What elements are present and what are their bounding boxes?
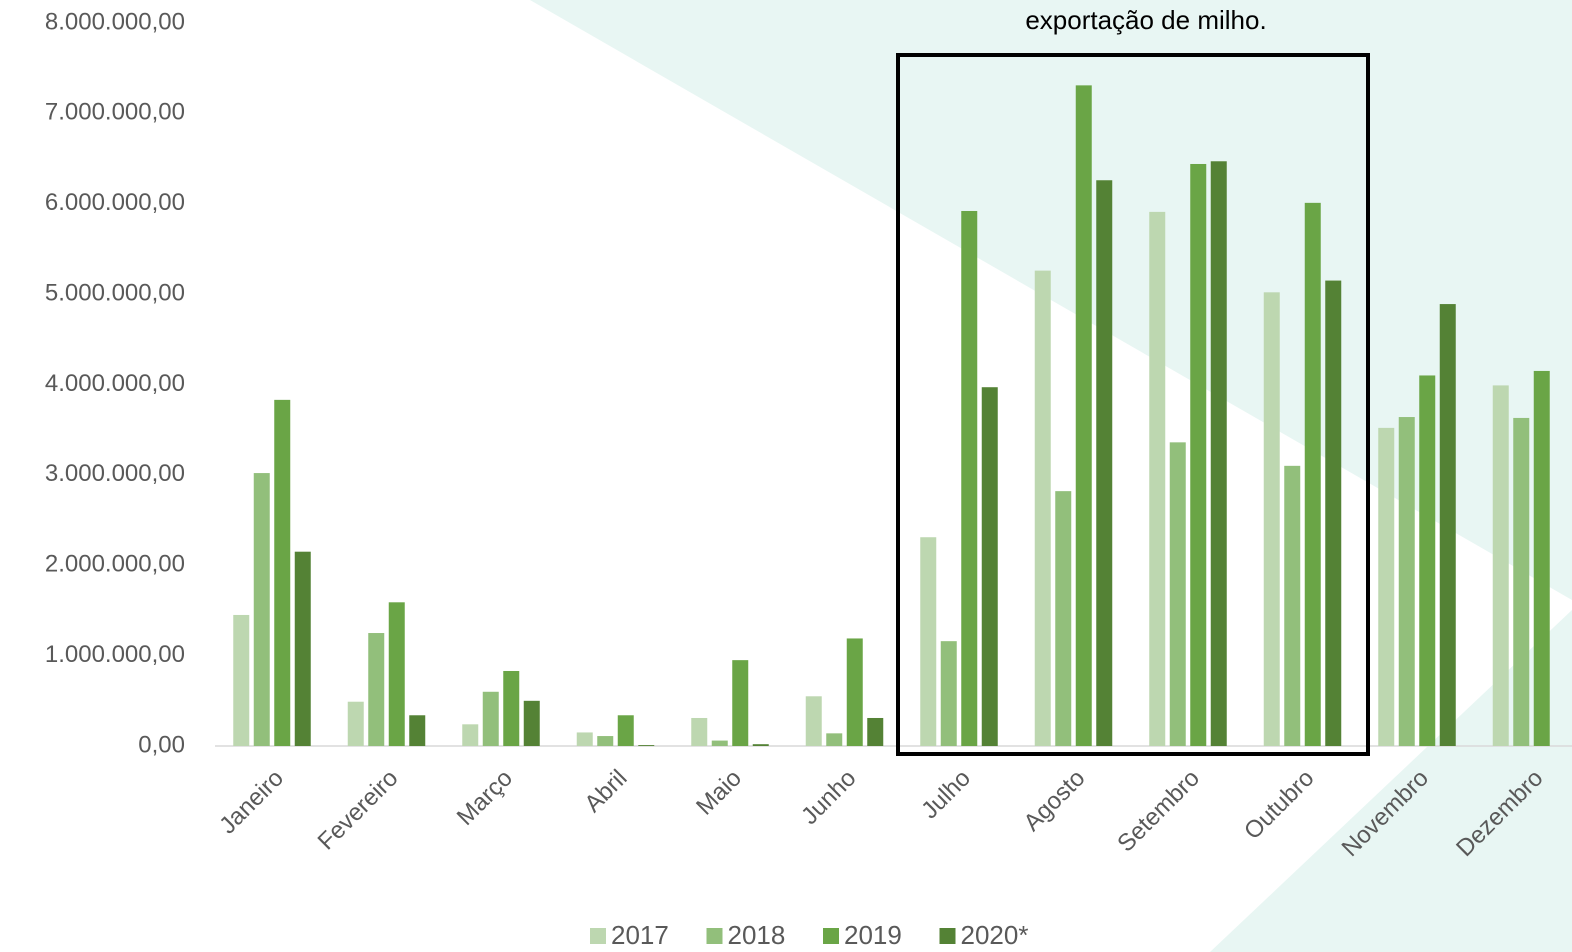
bar [1284, 465, 1301, 746]
bar [732, 660, 749, 746]
x-tick-label: Janeiro [214, 765, 289, 840]
legend-swatch [823, 928, 839, 944]
y-tick-label: 8.000.000,00 [45, 8, 185, 35]
bar [752, 744, 769, 746]
bar [1210, 161, 1227, 746]
y-tick-label: 0,00 [138, 731, 185, 758]
bar [274, 399, 291, 746]
y-tick-label: 3.000.000,00 [45, 460, 185, 487]
bar [1378, 427, 1395, 746]
bar [1304, 202, 1321, 746]
bar [1149, 211, 1166, 747]
y-tick-label: 5.000.000,00 [45, 279, 185, 306]
bar [233, 614, 250, 746]
legend-label: 2018 [728, 920, 786, 950]
x-tick-label: Junho [796, 765, 861, 830]
bar [368, 633, 385, 746]
bar [981, 387, 998, 746]
bar [1492, 385, 1509, 746]
y-tick-label: 4.000.000,00 [45, 370, 185, 397]
bar [1419, 375, 1436, 746]
legend-swatch [706, 928, 723, 944]
bar [961, 210, 978, 747]
bar [1075, 85, 1092, 746]
legend-swatch [590, 928, 606, 944]
bar [940, 641, 957, 746]
x-tick-label: Fevereiro [313, 765, 404, 856]
legend-label: 2019 [844, 920, 902, 950]
bar [523, 700, 540, 746]
x-tick-label: Maio [691, 765, 747, 821]
x-tick-label: Abril [579, 765, 632, 818]
bar [253, 473, 270, 746]
bar [597, 736, 614, 746]
bar [576, 732, 593, 746]
bar [1034, 270, 1051, 746]
bar [711, 740, 728, 746]
bar [920, 537, 937, 746]
highlight-box [896, 53, 1370, 756]
x-tick-label: Julho [916, 765, 976, 825]
bar [388, 602, 405, 746]
legend-label: 2017 [611, 920, 669, 950]
bar [1533, 370, 1550, 746]
bar [846, 638, 863, 746]
bar [826, 733, 843, 746]
bar [1190, 163, 1207, 747]
x-tick-label: Setembro [1112, 765, 1205, 858]
x-tick-label: Março [452, 765, 518, 831]
bar [1398, 417, 1415, 746]
bar [638, 745, 655, 746]
y-tick-label: 2.000.000,00 [45, 551, 185, 578]
y-tick-label: 7.000.000,00 [45, 99, 185, 126]
bar [1325, 280, 1342, 746]
legend-swatch [939, 928, 956, 944]
bar [1055, 491, 1072, 746]
bar [1096, 180, 1113, 746]
bar [462, 724, 479, 746]
bar [805, 696, 822, 746]
background-shape [530, 0, 1572, 600]
bar [409, 715, 426, 746]
background-shape [1210, 610, 1572, 952]
legend-label: 2020* [961, 920, 1029, 950]
bar [1263, 292, 1280, 746]
x-tick-label: Agosto [1019, 765, 1091, 837]
bar [503, 670, 520, 746]
bar [617, 715, 634, 746]
y-tick-label: 6.000.000,00 [45, 189, 185, 216]
bar [482, 691, 499, 746]
bar [1439, 304, 1456, 746]
bar [1169, 442, 1186, 746]
annotation: exportação de milho. [1025, 5, 1266, 35]
bar [294, 551, 311, 746]
x-tick-label: Outubro [1239, 765, 1319, 845]
bar [347, 701, 364, 746]
bar [691, 717, 708, 746]
bar [1513, 417, 1530, 746]
y-tick-label: 1.000.000,00 [45, 641, 185, 668]
bar [867, 717, 884, 746]
